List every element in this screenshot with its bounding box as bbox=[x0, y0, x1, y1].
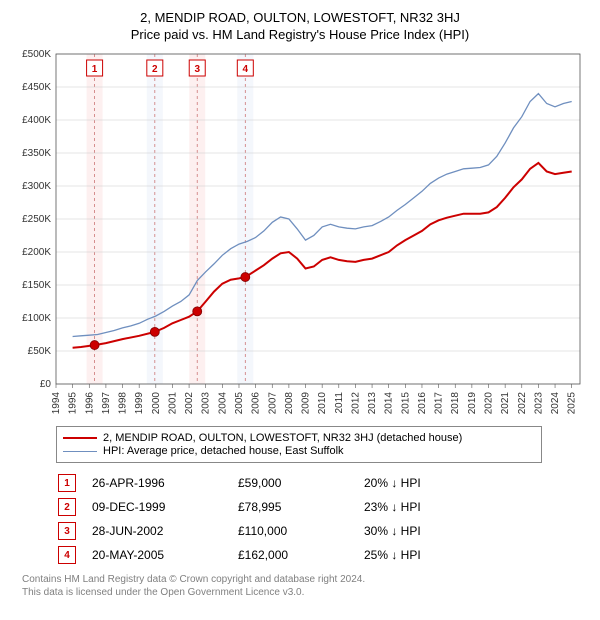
footer-attribution: Contains HM Land Registry data © Crown c… bbox=[22, 573, 590, 599]
legend-row: 2, MENDIP ROAD, OULTON, LOWESTOFT, NR32 … bbox=[63, 432, 535, 444]
x-tick-label: 2015 bbox=[400, 392, 411, 415]
x-tick-label: 2020 bbox=[484, 392, 495, 415]
sale-point-marker bbox=[150, 327, 159, 336]
chart-container: 2, MENDIP ROAD, OULTON, LOWESTOFT, NR32 … bbox=[0, 0, 600, 605]
x-tick-label: 1995 bbox=[68, 392, 79, 415]
x-tick-label: 2013 bbox=[367, 392, 378, 415]
y-tick-label: £300K bbox=[22, 181, 51, 192]
x-tick-label: 2021 bbox=[500, 392, 511, 415]
x-tick-label: 2011 bbox=[334, 392, 345, 414]
x-tick-label: 1996 bbox=[84, 392, 95, 415]
tx-price: £110,000 bbox=[234, 519, 360, 543]
y-tick-label: £200K bbox=[22, 247, 51, 258]
x-tick-label: 2006 bbox=[251, 392, 262, 415]
tx-delta: 25% ↓ HPI bbox=[360, 543, 433, 567]
x-tick-label: 2000 bbox=[151, 392, 162, 415]
footer-line1: Contains HM Land Registry data © Crown c… bbox=[22, 573, 590, 586]
table-row: 4 20-MAY-2005£162,00025% ↓ HPI bbox=[54, 543, 433, 567]
y-tick-label: £500K bbox=[22, 49, 51, 60]
tx-date: 09-DEC-1999 bbox=[88, 495, 234, 519]
tx-price: £162,000 bbox=[234, 543, 360, 567]
tx-marker-box: 1 bbox=[58, 474, 76, 492]
x-tick-label: 2022 bbox=[517, 392, 528, 415]
tx-date: 20-MAY-2005 bbox=[88, 543, 234, 567]
tx-marker-box: 2 bbox=[58, 498, 76, 516]
chart-area: 1 2 3 4 £0 £50K £100K £150K £200K £250K £300K £350K… bbox=[10, 48, 590, 418]
tx-delta: 20% ↓ HPI bbox=[360, 471, 433, 495]
x-tick-label: 1999 bbox=[134, 392, 145, 415]
tx-date: 26-APR-1996 bbox=[88, 471, 234, 495]
tx-delta: 23% ↓ HPI bbox=[360, 495, 433, 519]
x-tick-label: 2004 bbox=[217, 392, 228, 415]
sale-marker-number: 2 bbox=[152, 64, 158, 75]
x-tick-label: 1997 bbox=[101, 392, 112, 415]
sale-marker-number: 1 bbox=[92, 64, 98, 75]
tx-price: £78,995 bbox=[234, 495, 360, 519]
y-tick-label: £350K bbox=[22, 148, 51, 159]
table-row: 2 09-DEC-1999£78,99523% ↓ HPI bbox=[54, 495, 433, 519]
x-tick-label: 2017 bbox=[434, 392, 445, 415]
x-tick-label: 2016 bbox=[417, 392, 428, 415]
x-tick-label: 2012 bbox=[350, 392, 361, 415]
legend-swatch bbox=[63, 437, 97, 439]
title-address: 2, MENDIP ROAD, OULTON, LOWESTOFT, NR32 … bbox=[10, 10, 590, 25]
x-tick-label: 2024 bbox=[550, 392, 561, 415]
sale-marker-number: 4 bbox=[243, 64, 249, 75]
y-tick-label: £100K bbox=[22, 313, 51, 324]
x-tick-label: 2003 bbox=[201, 392, 212, 415]
table-row: 3 28-JUN-2002£110,00030% ↓ HPI bbox=[54, 519, 433, 543]
y-tick-label: £50K bbox=[28, 346, 52, 357]
chart-svg: 1 2 3 4 £0 £50K £100K £150K £200K £250K £300K £350K… bbox=[10, 48, 590, 418]
x-tick-label: 2018 bbox=[450, 392, 461, 415]
y-tick-label: £450K bbox=[22, 82, 51, 93]
x-tick-label: 2023 bbox=[533, 392, 544, 415]
sale-point-marker bbox=[90, 341, 99, 350]
x-tick-label: 2007 bbox=[267, 392, 278, 415]
sale-point-marker bbox=[193, 307, 202, 316]
y-tick-label: £250K bbox=[22, 214, 51, 225]
legend-label: HPI: Average price, detached house, East… bbox=[103, 445, 344, 457]
sale-marker-number: 3 bbox=[194, 64, 200, 75]
x-tick-label: 2002 bbox=[184, 392, 195, 415]
sale-point-marker bbox=[241, 273, 250, 282]
x-tick-label: 1994 bbox=[51, 392, 62, 415]
tx-date: 28-JUN-2002 bbox=[88, 519, 234, 543]
x-tick-label: 2005 bbox=[234, 392, 245, 415]
legend-label: 2, MENDIP ROAD, OULTON, LOWESTOFT, NR32 … bbox=[103, 432, 462, 444]
y-tick-label: £400K bbox=[22, 115, 51, 126]
table-row: 1 26-APR-1996£59,00020% ↓ HPI bbox=[54, 471, 433, 495]
tx-delta: 30% ↓ HPI bbox=[360, 519, 433, 543]
x-tick-label: 2025 bbox=[567, 392, 578, 415]
x-tick-label: 2019 bbox=[467, 392, 478, 415]
x-tick-label: 2008 bbox=[284, 392, 295, 415]
title-subtitle: Price paid vs. HM Land Registry's House … bbox=[10, 27, 590, 42]
x-tick-label: 2009 bbox=[301, 392, 312, 415]
tx-marker-box: 4 bbox=[58, 546, 76, 564]
tx-price: £59,000 bbox=[234, 471, 360, 495]
legend: 2, MENDIP ROAD, OULTON, LOWESTOFT, NR32 … bbox=[56, 426, 542, 463]
x-tick-label: 2014 bbox=[384, 392, 395, 415]
footer-line2: This data is licensed under the Open Gov… bbox=[22, 586, 590, 599]
x-tick-label: 2001 bbox=[167, 392, 178, 415]
x-tick-label: 2010 bbox=[317, 392, 328, 415]
legend-row: HPI: Average price, detached house, East… bbox=[63, 445, 535, 457]
y-tick-label: £0 bbox=[40, 379, 52, 390]
x-tick-label: 1998 bbox=[118, 392, 129, 415]
y-tick-label: £150K bbox=[22, 280, 51, 291]
tx-marker-box: 3 bbox=[58, 522, 76, 540]
legend-swatch bbox=[63, 451, 97, 452]
transactions-table: 1 26-APR-1996£59,00020% ↓ HPI 2 09-DEC-1999… bbox=[54, 471, 433, 567]
